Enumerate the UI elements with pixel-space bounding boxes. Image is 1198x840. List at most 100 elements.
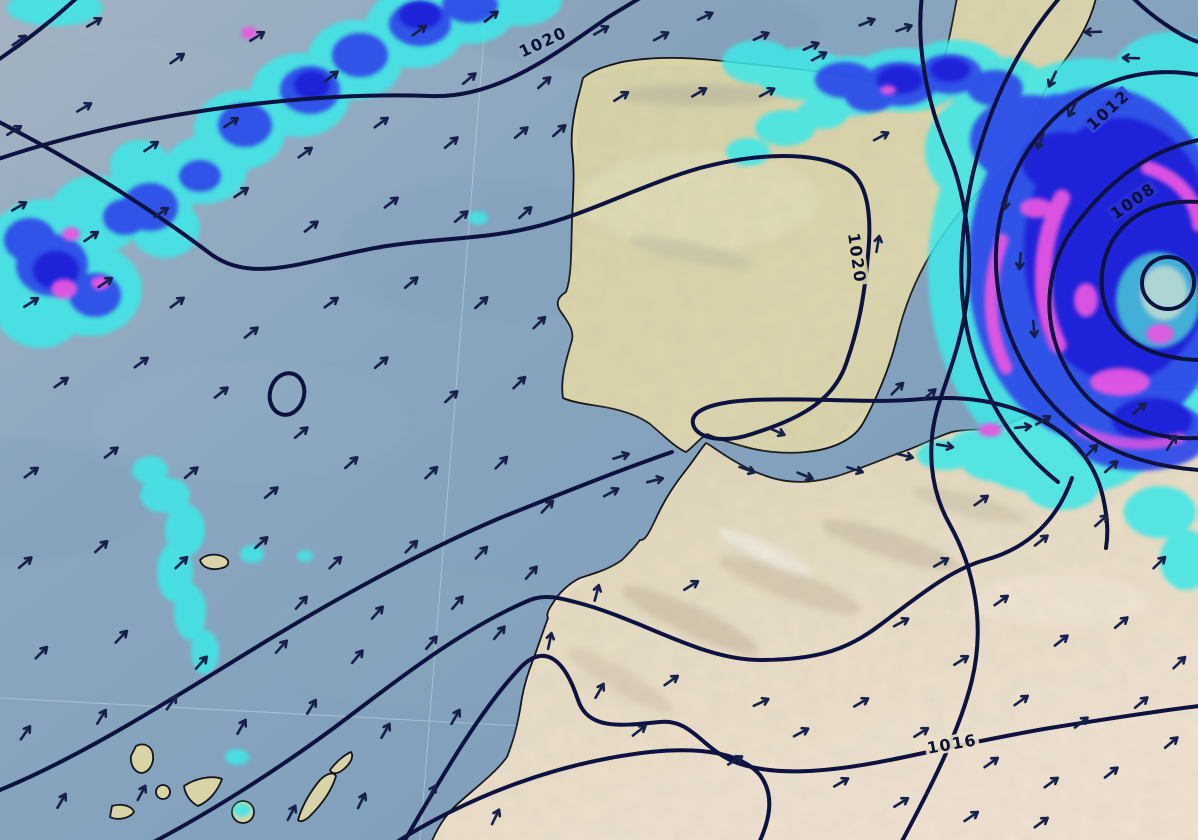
wind-arrow — [631, 724, 647, 737]
wind-arrow — [165, 694, 178, 711]
wind-arrow — [873, 234, 884, 254]
wind-arrow — [114, 629, 129, 644]
wind-arrow — [474, 545, 489, 560]
wind-arrow — [305, 698, 318, 715]
wind-arrow — [537, 76, 552, 90]
wind-arrow — [34, 645, 49, 660]
wind-arrow — [552, 124, 567, 138]
island-lanzarote — [329, 751, 354, 775]
wind-arrow — [350, 649, 364, 665]
isobar-canaries-se — [153, 476, 1074, 840]
wind-arrow — [153, 206, 170, 219]
wind-arrow — [236, 718, 248, 736]
wind-arrow — [683, 579, 700, 592]
wind-arrow — [663, 674, 680, 687]
wind-arrow — [383, 196, 399, 209]
wind-arrow — [752, 30, 770, 42]
wind-arrow — [1103, 766, 1119, 779]
wind-arrow — [323, 296, 339, 309]
wind-arrow — [11, 34, 28, 47]
wind-arrow — [612, 450, 630, 461]
wind-arrow — [404, 539, 419, 554]
wind-arrow — [373, 356, 389, 370]
wind-arrow — [983, 756, 1000, 769]
wind-arrow — [483, 10, 499, 23]
wind-arrow — [524, 565, 538, 580]
wind-arrow — [424, 635, 438, 651]
wind-arrow — [94, 540, 109, 554]
wind-arrow — [169, 52, 186, 65]
wind-arrow — [513, 126, 529, 140]
wind-arrow — [1033, 816, 1049, 829]
island-la-gomera — [155, 784, 171, 800]
pressure-label-halo — [1106, 178, 1159, 223]
wind-arrow — [935, 441, 955, 452]
wind-arrow — [872, 130, 890, 142]
wind-arrow — [403, 276, 419, 290]
wind-arrow — [1113, 616, 1129, 630]
island-la-palma — [129, 743, 155, 774]
wind-arrow — [963, 810, 980, 823]
isobar-low-3-1008 — [1047, 138, 1198, 441]
wind-arrow — [444, 390, 459, 404]
isobar-low-4-1012 — [993, 70, 1198, 472]
isobar-1016 — [402, 654, 1198, 840]
wind-arrow — [796, 471, 814, 482]
wind-arrow-layer — [6, 10, 1187, 829]
wind-arrow — [895, 451, 915, 462]
wind-arrow — [540, 499, 555, 514]
wind-arrow — [592, 24, 610, 36]
wind-arrow — [726, 754, 744, 766]
wind-arrow — [474, 296, 489, 310]
wind-arrow — [890, 381, 905, 396]
wind-arrow — [1046, 70, 1058, 88]
pressure-label-halo — [924, 730, 980, 757]
wind-arrow — [758, 86, 776, 98]
wind-arrow — [518, 206, 533, 220]
wind-arrow — [592, 583, 603, 602]
wind-arrow — [1084, 443, 1099, 458]
wind-arrow — [832, 776, 850, 788]
wind-arrow — [1131, 402, 1147, 416]
wind-arrow — [1029, 319, 1039, 339]
wind-arrow — [1083, 27, 1103, 37]
isobar-low-inner — [1140, 255, 1196, 311]
wind-arrow — [810, 50, 828, 62]
wind-arrow — [932, 556, 950, 568]
isobar-low-2 — [1099, 199, 1198, 362]
wind-arrow — [852, 696, 870, 708]
wind-arrow — [690, 86, 708, 98]
wind-arrow — [1013, 694, 1030, 707]
wind-arrow — [858, 16, 876, 27]
isobar-bottom-small — [396, 748, 772, 840]
wind-arrow — [243, 326, 259, 339]
island-tenerife — [183, 776, 223, 807]
wind-arrow — [6, 124, 23, 137]
wind-arrow — [895, 22, 913, 33]
wind-arrow — [263, 486, 279, 500]
pressure-label-halo — [845, 230, 870, 286]
isobar-1020-north — [0, 0, 641, 161]
wind-arrow — [274, 639, 288, 654]
wind-arrow — [512, 375, 527, 390]
wind-arrow — [645, 474, 665, 485]
pressure-label-halo — [1082, 86, 1133, 134]
isobar-closed-cell — [267, 371, 307, 417]
wind-arrow — [174, 555, 189, 570]
wind-arrow — [1053, 634, 1069, 647]
wind-arrow — [492, 625, 506, 641]
wind-arrow — [494, 455, 509, 470]
wind-arrow — [613, 90, 630, 103]
wind-arrow — [1163, 736, 1179, 750]
wind-arrow — [993, 594, 1010, 607]
wind-arrow — [652, 30, 670, 42]
wind-arrow — [1165, 434, 1178, 451]
wind-arrow — [194, 655, 208, 670]
isobar-trough — [900, 0, 980, 840]
pressure-label-halo — [515, 23, 571, 61]
island-el-hierro — [109, 803, 135, 820]
wind-arrow — [461, 72, 477, 86]
wind-arrow — [294, 595, 308, 610]
